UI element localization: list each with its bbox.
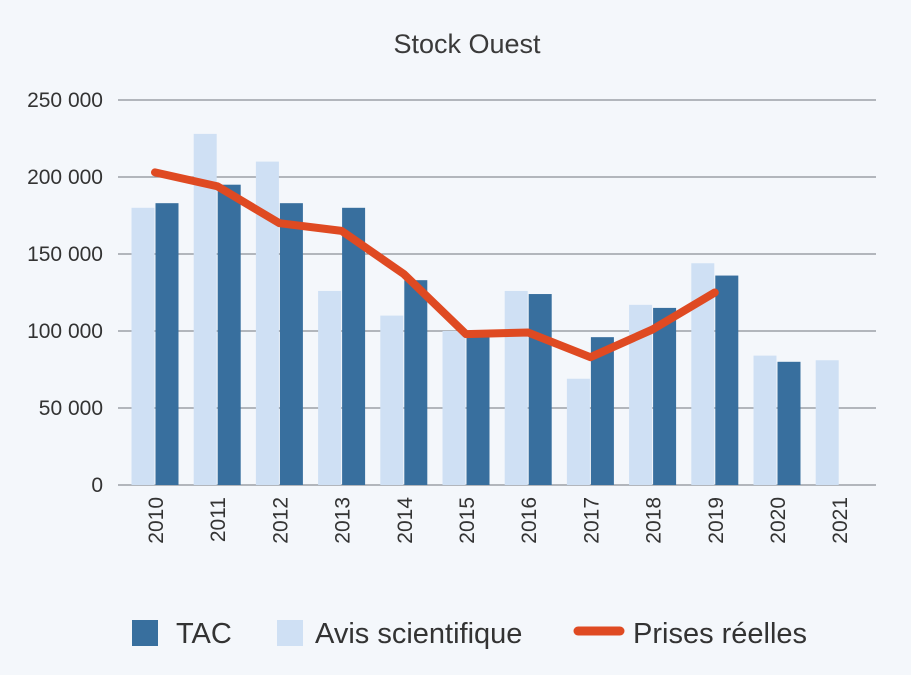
bar-avis-scientifique	[566, 378, 590, 485]
y-tick-label: 100 000	[27, 320, 103, 343]
bar-tac	[155, 203, 179, 485]
bar-avis-scientifique	[442, 331, 466, 485]
x-tick-label: 2011	[207, 497, 230, 542]
legend-label-avis: Avis scientifique	[315, 618, 522, 650]
bar-tac	[466, 331, 490, 485]
bar-avis-scientifique	[815, 360, 839, 485]
bar-tac	[653, 307, 677, 485]
x-tick-label: 2019	[705, 497, 728, 544]
y-tick-label: 150 000	[27, 243, 103, 266]
y-tick-label: 0	[91, 474, 103, 497]
bar-tac	[404, 280, 428, 485]
bar-avis-scientifique	[691, 263, 715, 485]
x-tick-label: 2010	[145, 497, 168, 544]
bar-avis-scientifique	[131, 207, 155, 486]
x-axis: 2010 2011 2012 2013 2014 2015 2016 2017 2018 2019…	[145, 497, 852, 544]
bar-tac	[777, 361, 801, 485]
x-tick-label: 2018	[643, 497, 666, 544]
bar-avis-scientifique	[380, 315, 404, 485]
y-tick-label: 200 000	[27, 166, 103, 189]
line-prises-reelles	[151, 168, 719, 362]
x-tick-label: 2016	[518, 497, 541, 544]
x-tick-label: 2012	[269, 497, 292, 544]
bar-avis-scientifique	[629, 304, 653, 485]
y-axis: 0 50 000 100 000 150 000 200 000 250 000	[27, 89, 103, 497]
x-tick-label: 2015	[456, 497, 479, 544]
x-tick-label: 2014	[394, 497, 417, 544]
bar-tac	[715, 275, 739, 485]
bar-tac	[279, 203, 303, 485]
y-tick-label: 250 000	[27, 89, 103, 112]
x-tick-label: 2017	[580, 497, 603, 544]
legend: TAC Avis scientifique Prises réelles	[132, 618, 807, 650]
bar-avis-scientifique	[193, 133, 217, 485]
bar-tac	[590, 337, 614, 485]
bar-tac	[217, 184, 241, 485]
x-tick-label: 2013	[332, 497, 355, 544]
bar-avis-scientifique	[255, 161, 279, 485]
legend-swatch-avis	[277, 620, 303, 646]
bar-avis-scientifique	[504, 290, 528, 485]
bar-avis-scientifique	[318, 290, 342, 485]
chart-title: Stock Ouest	[393, 29, 541, 59]
bars	[131, 133, 839, 486]
x-tick-label: 2020	[767, 497, 790, 544]
x-tick-label: 2021	[829, 497, 852, 544]
legend-label-tac: TAC	[176, 618, 232, 650]
bar-tac	[342, 207, 366, 486]
bar-avis-scientifique	[753, 355, 777, 485]
y-tick-label: 50 000	[39, 397, 103, 420]
line-series	[151, 168, 719, 362]
bar-tac	[528, 294, 552, 485]
legend-label-prises: Prises réelles	[633, 618, 807, 650]
legend-swatch-tac	[132, 620, 158, 646]
